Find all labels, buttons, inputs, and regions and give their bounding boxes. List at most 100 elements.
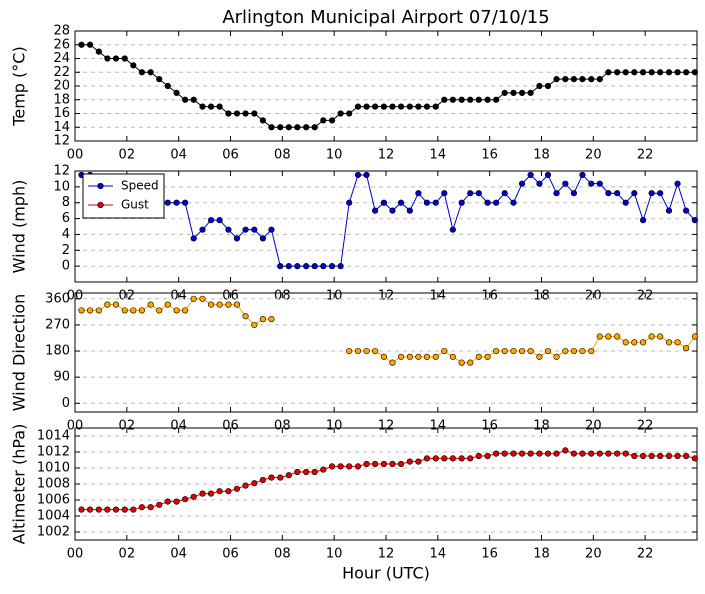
data-point [182,199,189,206]
data-point [190,295,197,302]
data-point [501,89,508,96]
data-point [190,235,197,242]
data-point [104,55,111,62]
data-point [657,69,664,76]
data-point [233,110,241,117]
data-point [121,307,128,314]
data-point [173,199,180,206]
data-point [674,69,681,76]
data-point [493,199,500,206]
x-tick-label: 22 [637,148,654,163]
x-tick-label: 08 [274,419,291,434]
data-point [251,226,258,233]
data-point [363,347,370,355]
x-tick-label: 10 [326,148,343,163]
data-point [130,307,137,314]
y-tick-label: 18 [53,92,70,107]
x-tick-label: 08 [274,547,291,562]
data-point [380,353,388,360]
data-point [510,89,517,96]
data-point [268,316,275,323]
data-point [86,506,94,513]
chart-title: Arlington Municipal Airport 07/10/15 [222,7,549,28]
x-tick-label: 06 [222,547,239,562]
data-point [354,103,362,110]
data-point [173,89,180,96]
data-point [354,171,362,179]
data-point [95,48,102,55]
y-tick-label: 1008 [37,477,70,492]
data-point [95,307,102,314]
x-tick-label: 14 [430,547,447,562]
data-point [346,347,353,355]
data-point [501,190,508,197]
data-point [138,504,145,511]
data-point [406,458,413,465]
data-point [570,347,577,355]
data-point [475,353,482,360]
data-point [207,490,215,497]
data-point [182,307,189,314]
data-point [397,460,405,468]
data-point [458,199,465,206]
data-point [518,89,526,96]
x-tick-label: 04 [170,148,187,163]
y-tick-label: 1002 [37,525,70,540]
y-axis-label: Altimeter (hPa) [10,424,29,545]
x-axis-label: Hour (UTC) [342,564,430,583]
data-point [544,450,552,457]
x-tick-label: 22 [637,547,654,562]
data-point [372,103,379,110]
data-point [242,110,249,117]
data-point [216,217,223,224]
data-point [112,55,120,62]
data-point [216,301,223,308]
y-tick-label: 20 [53,79,70,94]
data-point [639,217,647,224]
data-point [328,117,336,124]
data-point [484,452,491,460]
data-point [562,347,569,355]
data-point [156,501,163,508]
data-point [242,226,249,233]
data-point [441,347,448,355]
data-point [285,124,292,131]
data-point [518,347,526,355]
data-point [415,353,422,360]
data-point [449,455,456,462]
data-point [467,190,474,197]
y-tick-label: 0 [62,259,70,274]
data-point [242,482,249,489]
y-tick-label: 10 [53,179,70,194]
data-point [458,455,465,462]
data-point [346,110,353,117]
data-point [104,301,111,308]
data-point [441,96,448,103]
data-point [216,103,223,110]
data-point [397,103,405,110]
data-point [579,76,586,83]
data-point [406,207,413,214]
y-axis-label: Temp (°C) [10,46,29,126]
data-point [510,199,517,206]
x-tick-label: 00 [67,547,84,562]
data-point [112,301,120,308]
data-point [337,263,344,270]
data-point [639,452,647,460]
data-point [605,69,612,76]
x-tick-label: 20 [585,547,602,562]
data-point [605,190,612,197]
data-point [138,69,145,76]
data-point [518,450,526,457]
data-point [78,41,85,48]
legend-marker [97,201,104,209]
y-tick-label: 22 [53,65,70,80]
y-tick-label: 2 [62,243,70,258]
data-point [164,199,171,206]
data-point [415,190,422,197]
data-point [493,450,500,457]
data-point [190,96,197,103]
data-point [432,353,439,360]
data-point [380,103,388,110]
data-point [397,199,405,206]
